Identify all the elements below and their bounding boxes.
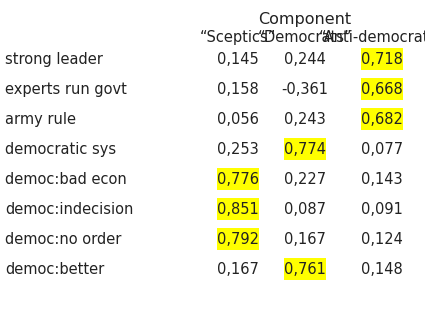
Text: 0,792: 0,792 [217, 232, 259, 247]
Text: 0,253: 0,253 [217, 142, 259, 157]
Text: 0,148: 0,148 [361, 262, 403, 277]
Text: 0,244: 0,244 [284, 52, 326, 67]
Text: -0,361: -0,361 [281, 82, 329, 97]
Text: democ:bad econ: democ:bad econ [5, 172, 127, 187]
Text: democ:no order: democ:no order [5, 232, 122, 247]
Text: experts run govt: experts run govt [5, 82, 127, 97]
FancyBboxPatch shape [361, 78, 403, 100]
Text: 0,243: 0,243 [284, 112, 326, 127]
FancyBboxPatch shape [217, 198, 259, 220]
Text: 0,851: 0,851 [217, 202, 259, 217]
Text: 0,718: 0,718 [361, 52, 403, 67]
Text: 0,167: 0,167 [217, 262, 259, 277]
Text: 0,143: 0,143 [361, 172, 403, 187]
Text: 0,227: 0,227 [284, 172, 326, 187]
Text: “Democrats”: “Democrats” [258, 30, 352, 45]
Text: 0,158: 0,158 [217, 82, 259, 97]
Text: 0,776: 0,776 [217, 172, 259, 187]
FancyBboxPatch shape [217, 228, 259, 250]
Text: 0,774: 0,774 [284, 142, 326, 157]
Text: 0,668: 0,668 [361, 82, 403, 97]
Text: 0,077: 0,077 [361, 142, 403, 157]
Text: 0,087: 0,087 [284, 202, 326, 217]
Text: 0,682: 0,682 [361, 112, 403, 127]
FancyBboxPatch shape [361, 48, 403, 70]
Text: 0,167: 0,167 [284, 232, 326, 247]
Text: 0,091: 0,091 [361, 202, 403, 217]
FancyBboxPatch shape [284, 138, 326, 160]
Text: “Sceptics”: “Sceptics” [200, 30, 276, 45]
Text: “Anti-democrats”: “Anti-democrats” [319, 30, 425, 45]
Text: democratic sys: democratic sys [5, 142, 116, 157]
Text: strong leader: strong leader [5, 52, 103, 67]
Text: 0,056: 0,056 [217, 112, 259, 127]
FancyBboxPatch shape [284, 258, 326, 280]
Text: democ:indecision: democ:indecision [5, 202, 133, 217]
Text: 0,761: 0,761 [284, 262, 326, 277]
FancyBboxPatch shape [361, 108, 403, 130]
Text: 0,124: 0,124 [361, 232, 403, 247]
Text: democ:better: democ:better [5, 262, 104, 277]
Text: army rule: army rule [5, 112, 76, 127]
FancyBboxPatch shape [217, 168, 259, 190]
Text: 0,145: 0,145 [217, 52, 259, 67]
Text: Component: Component [258, 12, 351, 27]
